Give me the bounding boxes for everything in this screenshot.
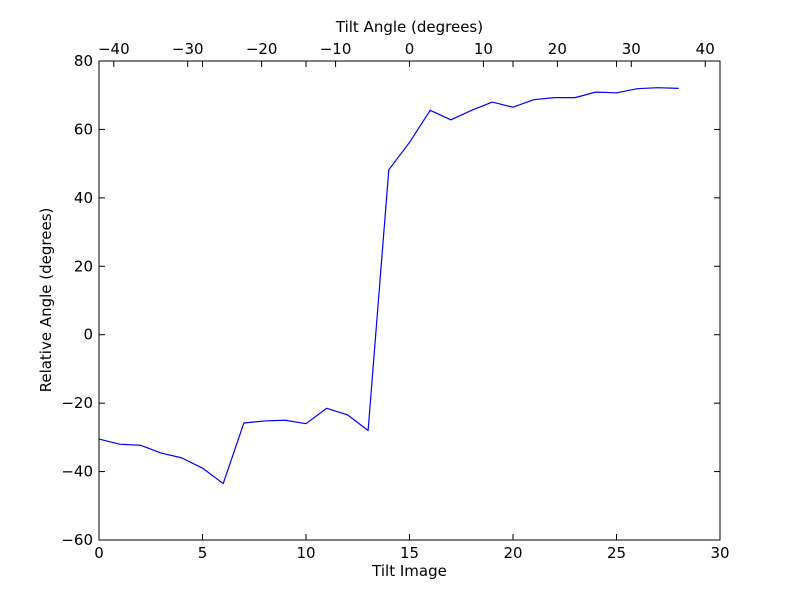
y-axis-label: Relative Angle (degrees) [37,208,55,393]
y-tick-label: 0 [83,326,93,344]
x-tick-label: 20 [503,544,522,562]
data-point [553,96,556,99]
data-point [594,91,597,94]
y-tick-label: 60 [74,120,93,138]
data-point [160,452,163,455]
data-point [222,482,225,485]
data-point [325,407,328,410]
data-point [491,101,494,104]
data-point [242,421,245,424]
top-x-axis-label: Tilt Angle (degrees) [335,18,483,36]
data-point [532,98,535,101]
top-x-tick-label: 10 [474,40,493,58]
x-axis-label: Tilt Image [371,562,447,580]
data-point [367,429,370,432]
plot-area-background [99,61,720,540]
data-point [305,422,308,425]
x-tick-label: 10 [296,544,315,562]
data-point [346,413,349,416]
series-line [98,87,679,485]
data-point [470,109,473,112]
top-x-tick-label: 20 [548,40,567,58]
x-tick-label: 30 [710,544,729,562]
top-x-tick-label: −10 [320,40,352,58]
top-x-tick-label: 0 [405,40,415,58]
data-point [636,87,639,90]
data-point [284,419,287,422]
y-tick-label: −20 [61,394,93,412]
x-tick-label: 25 [607,544,626,562]
data-point [139,444,142,447]
series-layer [98,86,680,485]
x-tick-label: 5 [198,544,208,562]
data-point [201,467,204,470]
data-point [656,86,659,89]
top-x-tick-label: 40 [696,40,715,58]
y-tick-label: −60 [61,531,93,549]
y-tick-label: 20 [74,257,93,275]
data-point [263,419,266,422]
top-x-tick-label: −20 [246,40,278,58]
data-point [574,96,577,99]
y-tick-label: −40 [61,463,93,481]
x-tick-label: 0 [94,544,104,562]
data-point [387,168,390,171]
data-point [512,106,515,109]
y-tick-label: 40 [74,189,93,207]
top-x-tick-label: −30 [172,40,204,58]
data-point [429,109,432,112]
plot-frame [98,60,721,541]
y-tick-label: 80 [74,52,93,70]
data-point [449,118,452,121]
data-point [180,456,183,459]
top-x-tick-label: −40 [98,40,130,58]
data-point [615,91,618,94]
x-tick-label: 15 [400,544,419,562]
data-point [408,141,411,144]
data-point [677,87,680,90]
data-point [118,443,121,446]
tick-layer: 0 5 10 15 20 25 30 −40 −30 −20 −10 0 10 20 30 40 −60 −40 −… [61,40,729,562]
top-x-tick-label: 30 [622,40,641,58]
